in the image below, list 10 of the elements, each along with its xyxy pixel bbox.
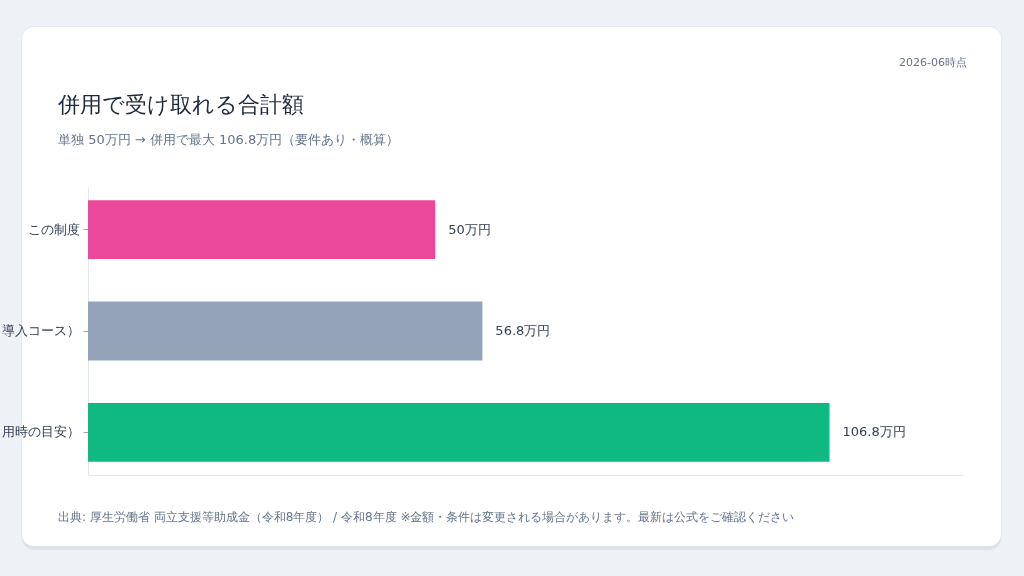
- y-tick-label: 用時の目安）: [1, 424, 80, 440]
- source-note: 出典: 厚生労働省 両立支援等助成金（令和8年度） / 令和8年度 ※金額・条件は変更される場合があります。最新は公式をご確認ください: [58, 509, 795, 526]
- text: 2026-06時点: [899, 56, 967, 70]
- y-tick-label: 導入コース）: [1, 323, 80, 338]
- data-label: 50万円: [448, 221, 491, 237]
- chart-subtitle: 単独 50万円 → 併用で最大 106.8万円（要件あり・概算）: [58, 131, 400, 149]
- data-label: 56.8万円: [495, 323, 551, 338]
- chart-title: 併用で受け取れる合計額: [58, 91, 304, 119]
- data-label: 106.8万円: [842, 424, 906, 440]
- y-tick-label: この制度: [27, 221, 80, 237]
